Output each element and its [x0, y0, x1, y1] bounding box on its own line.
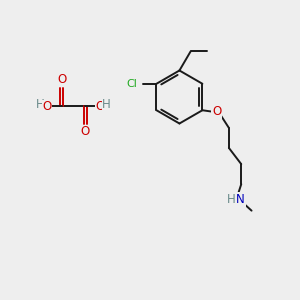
Text: O: O: [81, 125, 90, 138]
Text: Cl: Cl: [127, 79, 137, 89]
Text: N: N: [236, 193, 245, 206]
Text: O: O: [42, 100, 51, 113]
Text: O: O: [95, 100, 105, 113]
Text: O: O: [212, 105, 221, 118]
Text: O: O: [57, 74, 66, 86]
Text: H: H: [102, 98, 111, 111]
Text: H: H: [36, 98, 45, 111]
Text: H: H: [226, 193, 236, 206]
